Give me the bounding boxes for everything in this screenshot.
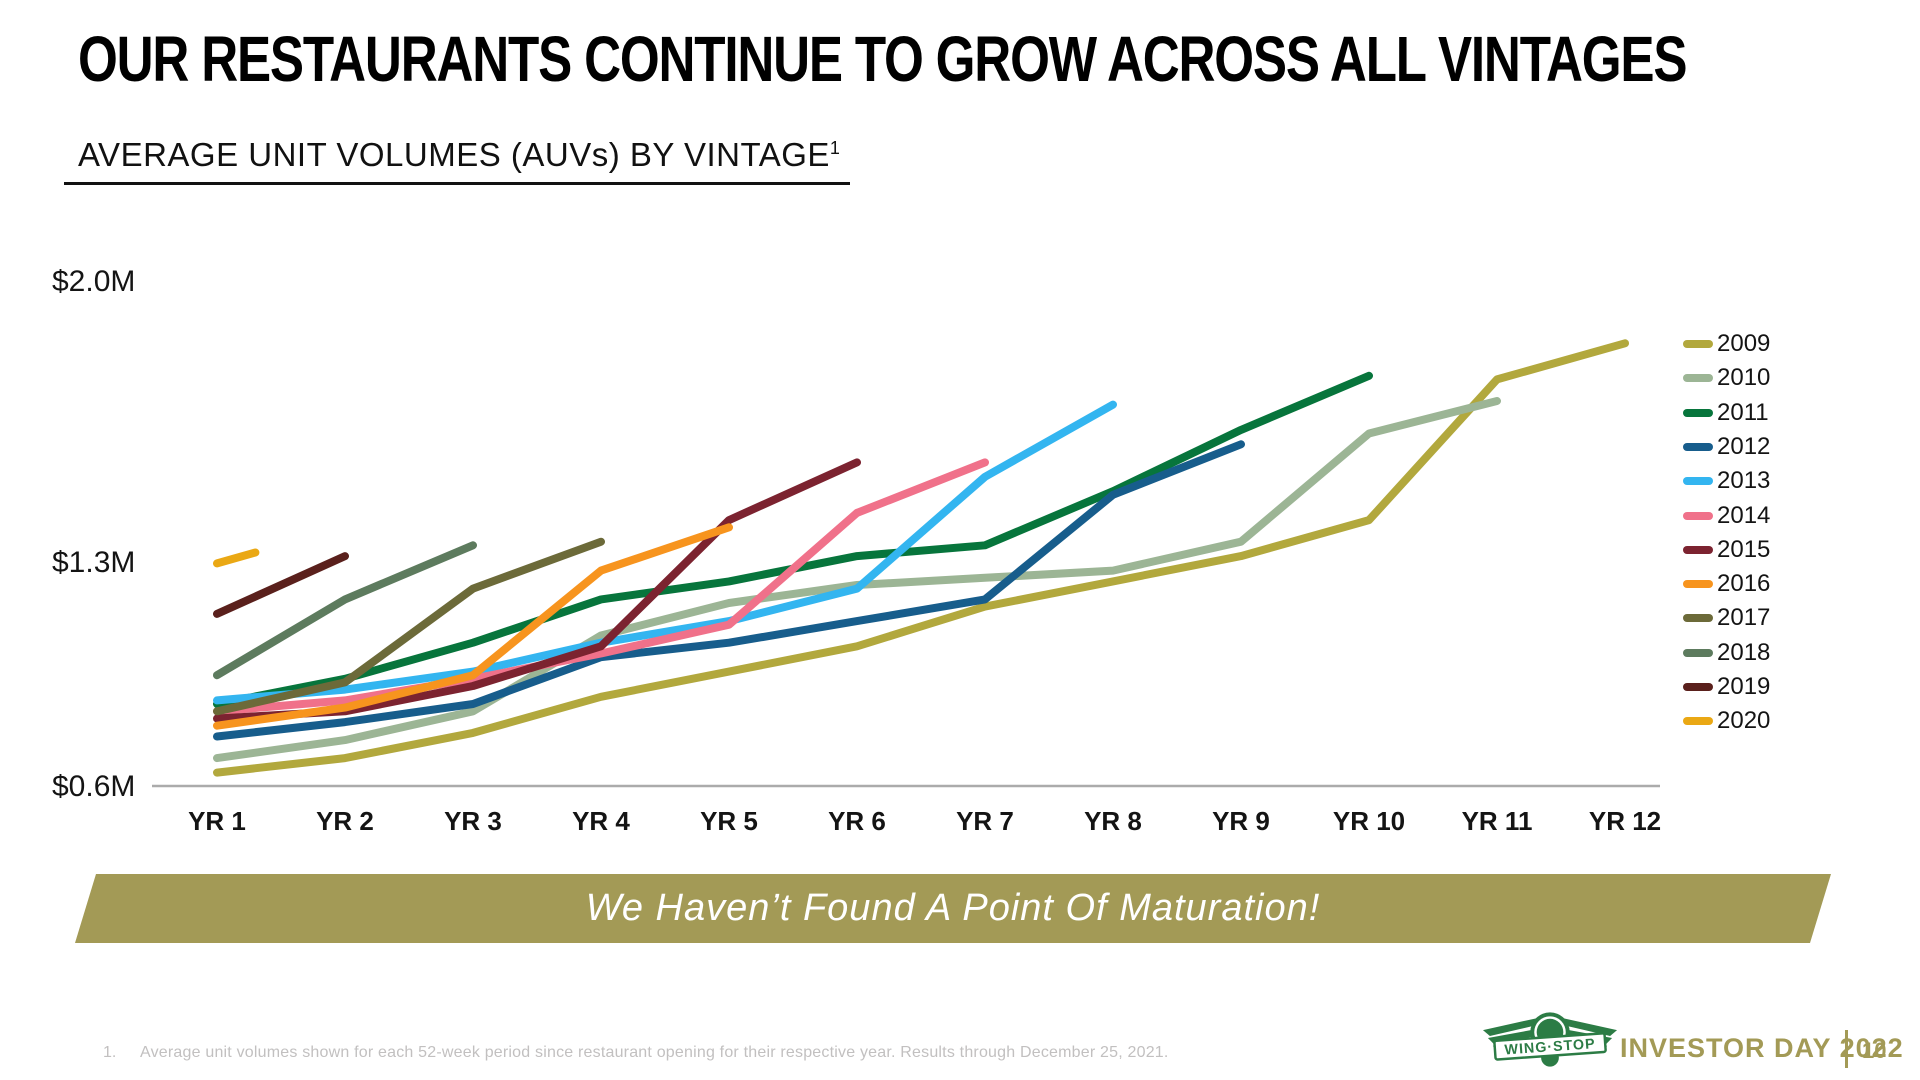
series-line-2013 [213, 400, 1117, 705]
x-axis-label-3: YR 3 [444, 806, 502, 836]
legend-swatch-2009 [1683, 340, 1713, 348]
legend-label-2014: 2014 [1717, 501, 1771, 529]
legend-label-2013: 2013 [1717, 467, 1771, 495]
legend-label-2015: 2015 [1717, 535, 1771, 563]
legend-label-2017: 2017 [1717, 604, 1771, 632]
y-axis-label-top: $2.0M [52, 265, 136, 298]
legend-swatch-2016 [1683, 580, 1713, 589]
legend-item-2013: 2013 [1683, 464, 1770, 498]
legend-label-2012: 2012 [1717, 432, 1771, 460]
x-axis-label-5: YR 5 [700, 806, 758, 836]
legend-item-2017: 2017 [1683, 601, 1770, 635]
series-line-2012 [213, 440, 1245, 741]
legend-label-2020: 2020 [1717, 707, 1771, 735]
wingstop-logo: WING·STOP [1482, 1012, 1618, 1067]
footnote-number: 1. [103, 1044, 117, 1061]
legend-item-2019: 2019 [1683, 670, 1770, 704]
legend-swatch-2010 [1683, 374, 1713, 383]
x-axis-label-7: YR 7 [956, 806, 1014, 836]
legend-swatch-2020 [1683, 717, 1713, 726]
x-axis-label-10: YR 10 [1332, 806, 1406, 836]
series-line-2009 [213, 339, 1629, 777]
footnote-marker: 1 [829, 138, 841, 158]
x-axis-label-6: YR 6 [828, 806, 886, 836]
takeaway-banner-text: We Haven’t Found A Point Of Maturation! [585, 887, 1321, 929]
x-axis-label-12: YR 12 [1588, 806, 1662, 836]
x-axis-label-2: YR 2 [316, 806, 374, 836]
legend-item-2012: 2012 [1683, 430, 1770, 464]
legend-item-2010: 2010 [1683, 361, 1770, 395]
x-axis-label-9: YR 9 [1212, 806, 1270, 836]
legend-item-2009: 2009 [1683, 327, 1770, 361]
page-title-text: OUR RESTAURANTS CONTINUE TO GROW ACROSS … [78, 23, 1687, 95]
legend-item-2015: 2015 [1683, 533, 1770, 567]
legend-item-2011: 2011 [1683, 396, 1769, 430]
legend-swatch-2015 [1683, 545, 1713, 554]
page-title: OUR RESTAURANTS CONTINUE TO GROW ACROSS … [78, 22, 1920, 96]
legend-label-2018: 2018 [1717, 638, 1771, 666]
legend-item-2016: 2016 [1683, 567, 1770, 601]
series-line-2011 [213, 371, 1373, 708]
legend-swatch-2018 [1683, 648, 1713, 657]
takeaway-banner: We Haven’t Found A Point Of Maturation! [75, 874, 1831, 943]
legend-item-2018: 2018 [1683, 636, 1770, 670]
legend-label-2009: 2009 [1717, 330, 1771, 357]
y-axis-label-bottom: $0.6M [52, 770, 136, 803]
series-line-2014 [213, 458, 989, 716]
logo-wordmark: WING·STOP [1504, 1036, 1596, 1058]
legend-swatch-2017 [1683, 614, 1713, 623]
series-line-2010 [213, 397, 1501, 763]
x-axis-label-1: YR 1 [188, 806, 246, 836]
footer-brand: INVESTOR DAY 2022 [1620, 1033, 1904, 1063]
x-axis-label-4: YR 4 [572, 806, 630, 836]
legend-item-2020: 2020 [1683, 704, 1770, 738]
legend-swatch-2014 [1683, 511, 1713, 520]
footnote-text: Average unit volumes shown for each 52-w… [140, 1044, 1169, 1061]
legend-swatch-2011 [1683, 408, 1713, 417]
series-line-2016 [213, 523, 733, 730]
logo-ribbon: WING·STOP [1493, 1032, 1607, 1061]
x-axis-label-11: YR 11 [1461, 806, 1533, 836]
series-line-2019 [213, 552, 349, 618]
footer-divider [1845, 1030, 1848, 1068]
legend-swatch-2019 [1683, 683, 1713, 691]
page-number: 10 [1862, 1038, 1887, 1063]
y-axis-label-mid: $1.3M [52, 546, 136, 579]
legend-swatch-2013 [1683, 477, 1713, 486]
legend-label-2019: 2019 [1717, 673, 1771, 700]
legend-label-2016: 2016 [1717, 570, 1771, 598]
legend-item-2014: 2014 [1683, 499, 1770, 533]
legend-swatch-2012 [1683, 442, 1713, 451]
series-line-2020 [213, 548, 260, 568]
series-line-2017 [213, 537, 605, 716]
chart-subtitle-text: AVERAGE UNIT VOLUMES (AUVs) BY VINTAGE [78, 136, 830, 173]
legend-label-2011: 2011 [1717, 398, 1769, 426]
chart-subtitle: AVERAGE UNIT VOLUMES (AUVs) BY VINTAGE1 [64, 136, 851, 185]
x-axis-label-8: YR 8 [1084, 806, 1142, 836]
legend-label-2010: 2010 [1717, 364, 1771, 392]
series-line-2018 [213, 541, 477, 680]
